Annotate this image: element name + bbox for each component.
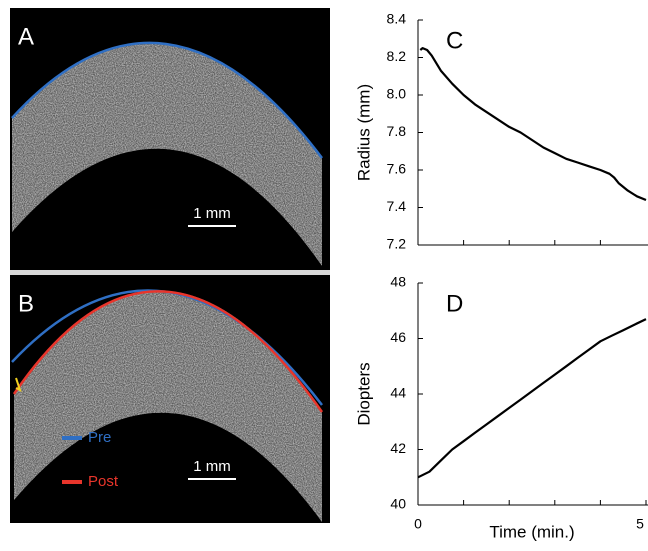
y-axis-label: Radius (mm) — [354, 84, 373, 181]
chart: 40 42 44 46 48 0 5 Diopters Time (min.) D — [354, 274, 648, 541]
oct-panel-b — [10, 275, 330, 523]
panel-label: A — [18, 23, 34, 50]
y-tick-label: 48 — [390, 274, 406, 290]
chart: 7.2 7.4 7.6 7.8 8.0 8.2 8.4 Radius (mm) C — [354, 11, 648, 252]
y-tick-label: 8.4 — [387, 11, 407, 27]
legend-label: Post — [88, 473, 119, 490]
y-tick-label: 46 — [390, 329, 406, 345]
y-tick-label: 7.6 — [387, 161, 407, 177]
data-line — [419, 47, 647, 202]
y-tick-label: 40 — [390, 496, 406, 512]
y-tick-label: 44 — [390, 385, 406, 401]
y-tick-label: 42 — [390, 440, 406, 456]
panel-label: B — [18, 290, 34, 317]
y-tick-label: 7.8 — [387, 123, 407, 139]
x-tick-label: 0 — [414, 516, 422, 532]
panel-label: C — [446, 27, 463, 54]
divider — [10, 270, 330, 275]
y-tick-label: 8.0 — [387, 86, 407, 102]
y-axis-label: Diopters — [354, 362, 373, 425]
x-tick-label: 5 — [636, 516, 644, 532]
y-tick-label: 7.2 — [387, 236, 407, 252]
y-tick-label: 8.2 — [387, 48, 407, 64]
y-tick-label: 7.4 — [387, 198, 407, 214]
scale-bar-label: 1 mm — [193, 205, 231, 222]
panel-label: D — [446, 290, 463, 317]
data-line — [417, 318, 647, 479]
oct-panel-a — [10, 8, 330, 270]
x-axis-label: Time (min.) — [489, 522, 574, 541]
legend-label: Pre — [88, 429, 111, 446]
scale-bar-label: 1 mm — [193, 458, 231, 475]
